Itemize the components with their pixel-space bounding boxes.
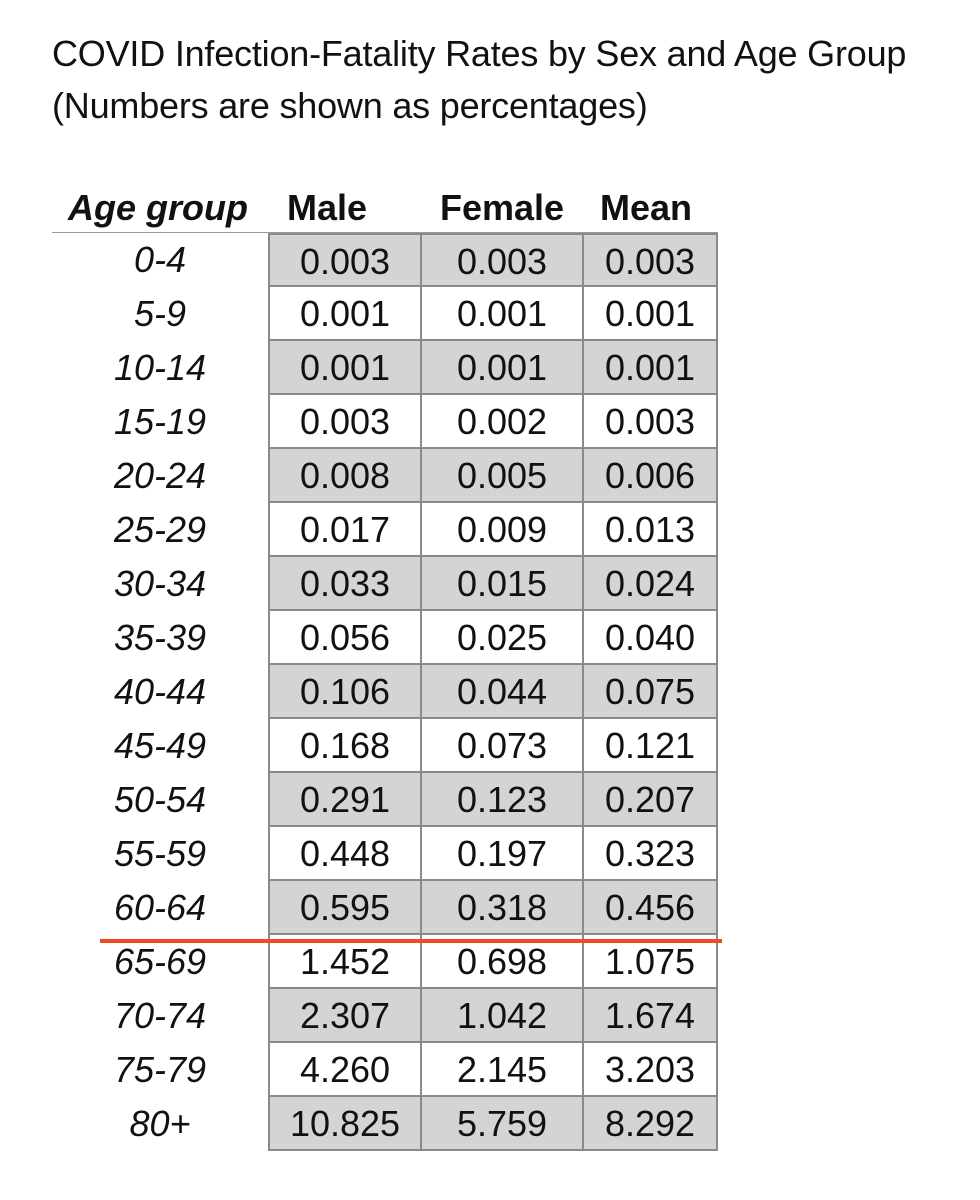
age-group-cell: 25-29	[113, 509, 207, 550]
mean-cell: 0.001	[582, 341, 718, 395]
table-row: 70-74 2.307 1.042 1.674	[52, 989, 718, 1043]
table-row: 35-39 0.056 0.025 0.040	[52, 611, 718, 665]
male-cell: 0.106	[268, 665, 420, 719]
female-cell: 0.073	[420, 719, 582, 773]
age-group-cell: 50-54	[113, 779, 207, 820]
female-cell: 0.044	[420, 665, 582, 719]
mean-cell: 0.024	[582, 557, 718, 611]
male-cell: 0.033	[268, 557, 420, 611]
mean-cell: 0.121	[582, 719, 718, 773]
table-row: 65-69 1.452 0.698 1.075	[52, 935, 718, 989]
title-line-1: COVID Infection-Fatality Rates by Sex an…	[52, 33, 907, 74]
header-age-group: Age group	[68, 187, 248, 228]
table-row: 75-79 4.260 2.145 3.203	[52, 1043, 718, 1097]
table-row: 10-14 0.001 0.001 0.001	[52, 341, 718, 395]
female-cell: 0.025	[420, 611, 582, 665]
female-cell: 0.197	[420, 827, 582, 881]
male-cell: 0.291	[268, 773, 420, 827]
table-row: 15-19 0.003 0.002 0.003	[52, 395, 718, 449]
male-cell: 0.448	[268, 827, 420, 881]
female-cell: 1.042	[420, 989, 582, 1043]
male-cell: 0.168	[268, 719, 420, 773]
male-cell: 0.003	[268, 233, 420, 287]
header-female: Female	[440, 187, 565, 228]
mean-cell: 0.003	[582, 395, 718, 449]
male-cell: 0.003	[268, 395, 420, 449]
female-cell: 0.005	[420, 449, 582, 503]
female-cell: 0.001	[420, 341, 582, 395]
table-row: 30-34 0.033 0.015 0.024	[52, 557, 718, 611]
age-group-cell: 0-4	[133, 239, 187, 280]
age-group-cell: 60-64	[113, 887, 207, 928]
mean-cell: 0.040	[582, 611, 718, 665]
mean-cell: 0.207	[582, 773, 718, 827]
female-cell: 0.123	[420, 773, 582, 827]
age-group-cell: 35-39	[113, 617, 207, 658]
male-cell: 4.260	[268, 1043, 420, 1097]
male-cell: 0.595	[268, 881, 420, 935]
female-cell: 0.002	[420, 395, 582, 449]
table-row: 20-24 0.008 0.005 0.006	[52, 449, 718, 503]
table-row: 80+ 10.825 5.759 8.292	[52, 1097, 718, 1151]
female-cell: 0.009	[420, 503, 582, 557]
table-row: 0-4 0.003 0.003 0.003	[52, 233, 718, 287]
age-group-cell: 15-19	[113, 401, 207, 442]
table-title: COVID Infection-Fatality Rates by Sex an…	[52, 28, 952, 132]
header-male: Male	[287, 187, 368, 228]
table-row: 60-64 0.595 0.318 0.456	[52, 881, 718, 935]
female-cell: 0.003	[420, 233, 582, 287]
age-group-cell: 30-34	[113, 563, 207, 604]
table-row: 45-49 0.168 0.073 0.121	[52, 719, 718, 773]
mean-cell: 0.323	[582, 827, 718, 881]
mean-cell: 0.075	[582, 665, 718, 719]
male-cell: 0.056	[268, 611, 420, 665]
header-mean: Mean	[600, 187, 693, 228]
female-cell: 2.145	[420, 1043, 582, 1097]
age-group-cell: 75-79	[113, 1049, 207, 1090]
mean-cell: 1.674	[582, 989, 718, 1043]
mean-cell: 0.006	[582, 449, 718, 503]
fatality-rate-table: Age group Male Female Mean 0-4 0.003 0.0…	[52, 180, 718, 1151]
female-cell: 0.698	[420, 935, 582, 989]
table-row: 40-44 0.106 0.044 0.075	[52, 665, 718, 719]
table-row: 50-54 0.291 0.123 0.207	[52, 773, 718, 827]
female-cell: 0.001	[420, 287, 582, 341]
male-cell: 0.008	[268, 449, 420, 503]
mean-cell: 8.292	[582, 1097, 718, 1151]
age-group-cell: 10-14	[113, 347, 207, 388]
female-cell: 0.318	[420, 881, 582, 935]
mean-cell: 0.001	[582, 287, 718, 341]
mean-cell: 0.003	[582, 233, 718, 287]
table-row: 55-59 0.448 0.197 0.323	[52, 827, 718, 881]
male-cell: 10.825	[268, 1097, 420, 1151]
male-cell: 2.307	[268, 989, 420, 1043]
mean-cell: 1.075	[582, 935, 718, 989]
female-cell: 5.759	[420, 1097, 582, 1151]
age-group-cell: 5-9	[133, 293, 187, 334]
age-group-cell: 40-44	[113, 671, 207, 712]
age-group-cell: 65-69	[113, 941, 207, 982]
mean-cell: 0.013	[582, 503, 718, 557]
male-cell: 0.001	[268, 341, 420, 395]
age-group-cell: 70-74	[113, 995, 207, 1036]
male-cell: 0.017	[268, 503, 420, 557]
title-line-2: (Numbers are shown as percentages)	[52, 85, 648, 126]
male-cell: 0.001	[268, 287, 420, 341]
age-group-cell: 45-49	[113, 725, 207, 766]
age-group-cell: 80+	[129, 1103, 191, 1144]
male-cell: 1.452	[268, 935, 420, 989]
age-65-divider-line	[100, 939, 722, 943]
age-group-cell: 20-24	[113, 455, 207, 496]
age-group-cell: 55-59	[113, 833, 207, 874]
table-row: 5-9 0.001 0.001 0.001	[52, 287, 718, 341]
female-cell: 0.015	[420, 557, 582, 611]
table-row: 25-29 0.017 0.009 0.013	[52, 503, 718, 557]
table-header-row: Age group Male Female Mean	[52, 180, 718, 233]
mean-cell: 3.203	[582, 1043, 718, 1097]
mean-cell: 0.456	[582, 881, 718, 935]
